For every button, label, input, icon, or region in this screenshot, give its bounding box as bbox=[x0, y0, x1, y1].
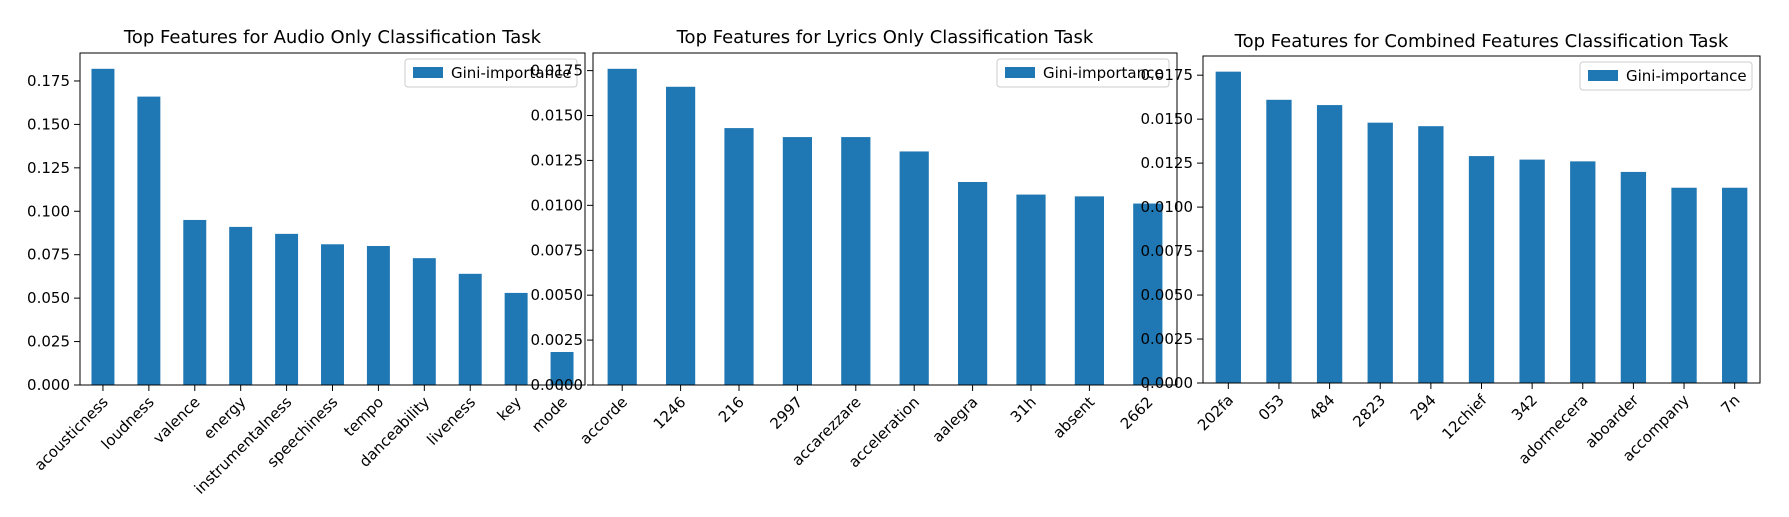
bar-12chief bbox=[1468, 156, 1495, 383]
bar-2997 bbox=[782, 137, 812, 385]
bar-energy bbox=[229, 226, 253, 385]
bar-acceleration bbox=[899, 151, 929, 385]
bar-loudness bbox=[137, 96, 161, 385]
y-tick-label: 0.0175 bbox=[531, 62, 584, 80]
bar-danceability bbox=[412, 258, 436, 385]
bar-2823 bbox=[1367, 122, 1393, 383]
bar-accarezzare bbox=[841, 137, 871, 385]
chart-title: Top Features for Lyrics Only Classificat… bbox=[676, 27, 1094, 48]
x-tick-label: 294 bbox=[1407, 391, 1440, 424]
bar-aboarder bbox=[1620, 171, 1647, 383]
y-tick-label: 0.0025 bbox=[1141, 330, 1194, 348]
bar-key bbox=[504, 292, 528, 385]
x-tick-label: 342 bbox=[1508, 391, 1541, 424]
bar-acousticness bbox=[91, 68, 115, 386]
chart-title: Top Features for Combined Features Class… bbox=[1234, 31, 1729, 52]
legend-swatch bbox=[1005, 67, 1035, 78]
y-tick-label: 0.0100 bbox=[531, 196, 584, 214]
legend: Gini-importance bbox=[404, 58, 578, 88]
legend: Gini-importance bbox=[1579, 61, 1753, 91]
y-tick-label: 0.0100 bbox=[1141, 198, 1194, 216]
legend-label: Gini-importance bbox=[1626, 67, 1747, 85]
bar-speechiness bbox=[321, 244, 344, 385]
legend-box bbox=[404, 58, 578, 88]
y-tick-label: 0.075 bbox=[27, 246, 70, 264]
bar-aalegra bbox=[958, 181, 988, 385]
y-tick-label: 0.025 bbox=[27, 333, 70, 351]
y-tick-label: 0.0000 bbox=[531, 376, 584, 394]
bar-tempo bbox=[366, 246, 390, 385]
bar-mode bbox=[550, 351, 574, 385]
bar-7n bbox=[1722, 187, 1748, 383]
bar-216 bbox=[724, 128, 754, 385]
y-tick-label: 0.100 bbox=[27, 202, 70, 220]
y-tick-label: 0.0000 bbox=[1141, 374, 1194, 392]
bar-adormecera bbox=[1570, 161, 1596, 383]
x-tick-label: 7n bbox=[1717, 391, 1743, 417]
legend-box bbox=[1579, 61, 1753, 91]
legend-swatch bbox=[413, 67, 443, 78]
y-tick-label: 0.0150 bbox=[531, 107, 584, 125]
bar-accompany bbox=[1671, 187, 1697, 383]
legend-label: Gini-importance bbox=[1043, 64, 1164, 82]
y-tick-label: 0.0125 bbox=[1141, 154, 1194, 172]
y-tick-label: 0.050 bbox=[27, 289, 70, 307]
x-tick-label: 053 bbox=[1255, 391, 1288, 424]
y-tick-label: 0.0050 bbox=[531, 286, 584, 304]
bar-31h bbox=[1016, 194, 1046, 385]
chart-title: Top Features for Audio Only Classificati… bbox=[123, 27, 542, 48]
x-tick-label: 2823 bbox=[1349, 391, 1389, 431]
bar-053 bbox=[1266, 99, 1292, 384]
y-tick-label: 0.0150 bbox=[1141, 110, 1194, 128]
y-tick-label: 0.175 bbox=[27, 72, 70, 90]
y-tick-label: 0.0025 bbox=[531, 331, 584, 349]
bar-294 bbox=[1418, 126, 1444, 383]
legend-box bbox=[996, 58, 1170, 88]
x-tick-label: 202fa bbox=[1194, 391, 1237, 434]
bar-342 bbox=[1519, 159, 1545, 383]
x-tick-label: 484 bbox=[1305, 391, 1338, 424]
y-tick-label: 0.0175 bbox=[1141, 66, 1194, 84]
bar-accorde bbox=[607, 68, 637, 386]
legend-label: Gini-importance bbox=[451, 64, 572, 82]
bar-202fa bbox=[1215, 71, 1241, 384]
bar-2662 bbox=[1133, 203, 1163, 385]
bar-liveness bbox=[458, 273, 482, 385]
legend-swatch bbox=[1588, 70, 1618, 81]
y-tick-label: 0.000 bbox=[27, 376, 70, 394]
y-tick-label: 0.150 bbox=[27, 115, 70, 133]
y-tick-label: 0.0075 bbox=[1141, 242, 1194, 260]
bar-484 bbox=[1316, 105, 1343, 383]
bar-instrumentalness bbox=[275, 233, 299, 385]
legend: Gini-importance bbox=[996, 58, 1170, 88]
y-tick-label: 0.0125 bbox=[531, 151, 584, 169]
plot-frame bbox=[592, 52, 1178, 386]
y-tick-label: 0.0075 bbox=[531, 241, 584, 259]
y-tick-label: 0.125 bbox=[27, 159, 70, 177]
bar-1246 bbox=[666, 86, 696, 385]
bar-absent bbox=[1074, 196, 1104, 385]
x-tick-label: 12chief bbox=[1438, 391, 1490, 443]
y-tick-label: 0.0050 bbox=[1141, 286, 1194, 304]
bar-valence bbox=[183, 219, 207, 385]
